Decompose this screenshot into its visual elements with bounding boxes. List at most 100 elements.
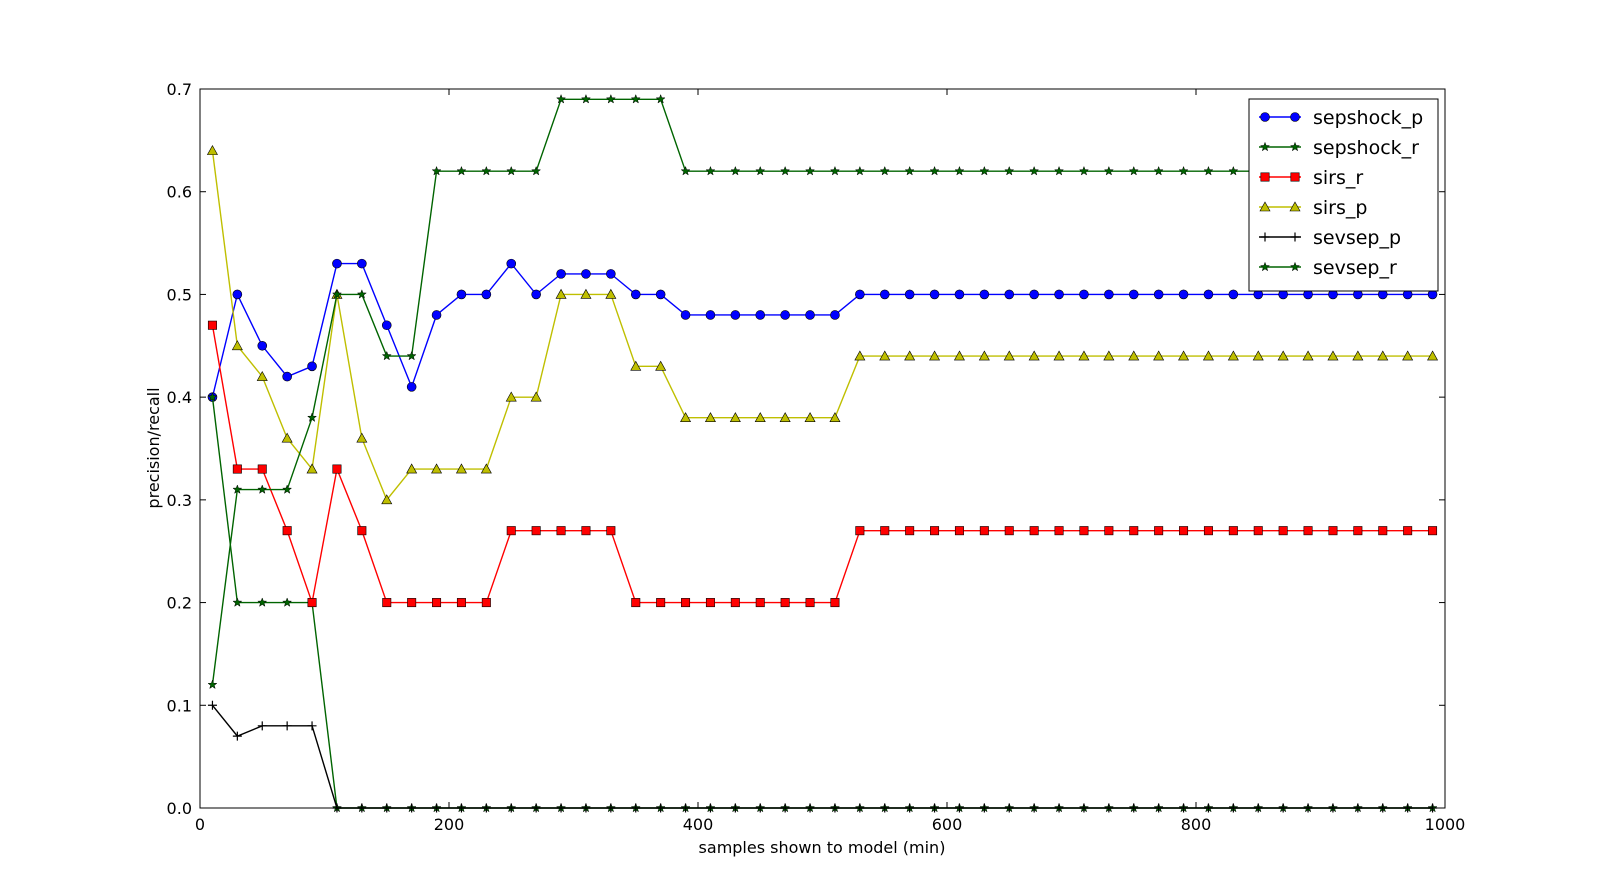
data-point-sevsep_r (705, 165, 716, 176)
data-point-sirs_p (1028, 350, 1040, 361)
data-point-sepshock_p (705, 310, 716, 320)
data-point-sirs_p (231, 340, 243, 351)
data-point-sevsep_r (1103, 165, 1114, 176)
x-tick-label: 800 (1181, 815, 1212, 834)
data-point-sirs_r (232, 464, 242, 474)
data-point-sepshock_p (531, 289, 541, 300)
data-point-sirs_p (704, 412, 716, 422)
series-line-sirs_p (211, 150, 1433, 502)
data-point-sepshock_p (1153, 289, 1164, 300)
data-point-sirs_p (630, 360, 642, 371)
data-point-sirs_r (1428, 526, 1438, 536)
legend-marker (1290, 232, 1300, 242)
data-point-sevsep_r (1053, 165, 1065, 176)
data-point-sirs_r (1353, 526, 1363, 536)
data-point-sevsep_r (730, 165, 741, 176)
legend-marker (1289, 141, 1301, 152)
data-point-sirs_p (1302, 350, 1314, 361)
data-point-sirs_p (754, 412, 766, 422)
data-point-sepshock_p (606, 269, 616, 279)
data-point-sirs_p (1377, 350, 1389, 361)
data-point-sirs_p (431, 463, 443, 474)
data-point-sirs_r (880, 526, 890, 536)
data-point-sirs_p (1153, 350, 1165, 361)
data-point-sirs_p (1227, 350, 1239, 361)
data-point-sevsep_r (954, 165, 965, 176)
data-point-sepshock_p (830, 310, 840, 320)
data-point-sepshock_r (232, 597, 243, 607)
data-point-sepshock_p (257, 340, 268, 351)
data-point-sepshock_p (506, 258, 517, 269)
data-point-sirs_r (1303, 526, 1313, 536)
data-point-sevsep_r (1078, 165, 1090, 176)
data-point-sevsep_r (804, 165, 816, 176)
data-point-sepshock_p (431, 310, 442, 320)
legend-box (1248, 98, 1439, 292)
legend-label: sevsep_p (1313, 227, 1401, 249)
data-point-sirs_p (530, 391, 542, 402)
y-tick-label: 0.7 (167, 80, 192, 99)
data-point-sirs_r (1029, 526, 1039, 536)
data-point-sevsep_r (1178, 165, 1189, 176)
x-tick-label: 400 (683, 815, 714, 834)
data-point-sirs_p (206, 145, 218, 155)
y-tick-label: 0.3 (167, 491, 192, 510)
series-sirs_p (206, 145, 1439, 505)
data-point-sevsep_r (232, 484, 243, 494)
data-point-sirs_r (755, 598, 765, 608)
legend-marker (1290, 112, 1300, 122)
series-line-sevsep_r (211, 98, 1433, 685)
series-sirs_r (207, 320, 1438, 608)
data-point-sepshock_p (655, 289, 666, 300)
data-point-sirs_p (779, 412, 791, 422)
data-point-sevsep_r (1228, 165, 1239, 176)
data-point-sirs_p (480, 463, 492, 474)
data-point-sirs_p (680, 412, 692, 422)
data-point-sepshock_p (1054, 289, 1064, 300)
data-point-sevsep_p (257, 721, 267, 731)
data-point-sepshock_p (879, 289, 890, 300)
data-point-sirs_p (1427, 350, 1439, 361)
legend-item-sevsep_r: sevsep_r (1259, 257, 1397, 279)
legend-marker (1259, 201, 1271, 212)
data-point-sepshock_p (1029, 289, 1039, 300)
data-point-sirs_r (531, 526, 541, 536)
data-point-sevsep_r (680, 165, 691, 176)
data-point-sirs_p (904, 350, 916, 361)
data-point-sirs_r (456, 598, 466, 608)
data-point-sevsep_r (506, 165, 517, 176)
data-point-sirs_p (1178, 350, 1190, 361)
data-point-sevsep_r (1128, 165, 1139, 176)
data-point-sepshock_p (581, 269, 591, 279)
data-point-sirs_r (656, 598, 666, 608)
legend: sepshock_p sepshock_r sirs_r sirs_p sevsep_p… (1248, 98, 1439, 292)
data-point-sirs_r (1054, 526, 1064, 536)
legend-label: sepshock_r (1313, 137, 1419, 159)
data-point-sirs_r (257, 464, 267, 474)
data-point-sirs_p (1202, 350, 1214, 361)
data-point-sevsep_r (755, 165, 766, 176)
data-point-sirs_p (1003, 350, 1015, 361)
data-point-sirs_r (930, 526, 940, 536)
data-point-sirs_p (281, 432, 293, 443)
data-point-sirs_r (207, 320, 217, 330)
data-point-sirs_r (1154, 526, 1164, 536)
legend-label: sirs_p (1313, 197, 1367, 219)
data-point-sirs_r (307, 598, 317, 608)
data-point-sevsep_r (331, 289, 343, 299)
data-point-sepshock_p (855, 289, 865, 300)
data-point-sirs_r (506, 526, 516, 536)
data-point-sirs_r (905, 526, 915, 536)
y-tick-label: 0.2 (167, 594, 192, 613)
data-point-sepshock_r (257, 597, 268, 607)
data-point-sirs_r (1079, 526, 1089, 536)
data-point-sirs_p (854, 350, 866, 361)
data-point-sirs_p (978, 350, 990, 361)
data-point-sevsep_r (406, 350, 417, 361)
data-point-sepshock_p (357, 258, 367, 269)
data-point-sevsep_r (829, 165, 841, 176)
legend-item-sirs_r: sirs_r (1259, 167, 1363, 189)
legend-item-sirs_p: sirs_p (1259, 197, 1367, 219)
data-point-sirs_r (1253, 526, 1263, 536)
